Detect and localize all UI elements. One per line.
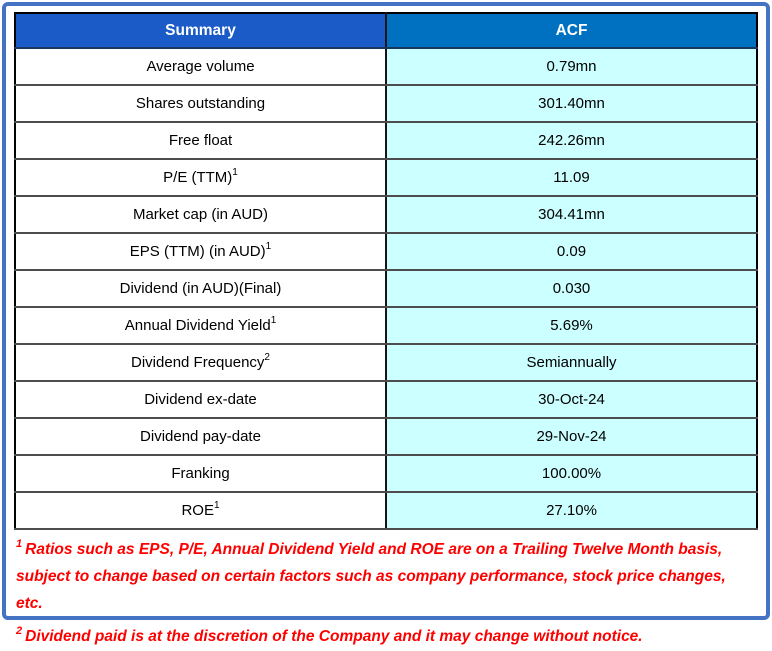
metric-value: 5.69% [386,307,757,345]
footnote-marker: 1 [232,167,238,178]
footnote-2-marker: 2 [16,625,23,638]
header-summary: Summary [15,13,387,49]
metric-label: P/E (TTM)1 [15,159,387,197]
metric-value: 29-Nov-24 [386,418,757,456]
header-ticker: ACF [386,13,757,49]
footnote-marker: 1 [270,315,277,326]
footnote-marker: 1 [213,500,220,511]
summary-table-body: Average volume 0.79mn Shares outstanding 30… [15,48,757,530]
table-row: EPS (TTM) (in AUD)1 0.09 [15,233,757,271]
metric-value: 301.40mn [386,85,757,123]
table-row: Average volume 0.79mn [15,48,757,86]
summary-table-head: Summary ACF [15,13,757,49]
footnote-1-text: Ratios such as EPS, P/E, Annual Dividend… [16,541,726,613]
table-row: Franking 100.00% [15,455,757,493]
metric-label: EPS (TTM) (in AUD)1 [15,233,387,271]
metric-label: Shares outstanding [15,85,387,123]
metric-label: Dividend pay-date [15,418,387,456]
metric-label: Average volume [15,48,387,86]
metric-label: Dividend Frequency2 [15,344,387,382]
metric-label: ROE1 [15,492,387,530]
metric-label: Market cap (in AUD) [15,196,387,234]
table-row: Dividend pay-date 29-Nov-24 [15,418,757,456]
table-row: Dividend ex-date 30-Oct-24 [15,381,757,419]
metric-value: 30-Oct-24 [386,381,757,419]
table-row: Dividend Frequency2 Semiannually [15,344,757,382]
metric-value: 27.10% [386,492,757,530]
summary-table: Summary ACF Average volume 0.79mn Shares o… [14,12,758,530]
metric-value: 0.79mn [386,48,757,86]
footnote-marker: 1 [265,241,272,252]
table-row: Shares outstanding 301.40mn [15,85,757,123]
table-row: Annual Dividend Yield1 5.69% [15,307,757,345]
footnote-1-marker: 1 [16,537,23,550]
metric-label: Dividend (in AUD)(Final) [15,270,387,308]
metric-value: 11.09 [386,159,757,197]
table-row: ROE1 27.10% [15,492,757,530]
footnote-2-text: Dividend paid is at the discretion of th… [25,628,643,646]
metric-value: 100.00% [386,455,757,493]
table-row: P/E (TTM)1 11.09 [15,159,757,197]
metric-value: Semiannually [386,344,757,382]
metric-value: 0.030 [386,270,757,308]
metric-value: 0.09 [386,233,757,271]
footnote-1: 1 Ratios such as EPS, P/E, Annual Dividen… [16,536,756,617]
table-row: Market cap (in AUD) 304.41mn [15,196,757,234]
metric-label: Free float [15,122,387,160]
metric-label: Annual Dividend Yield1 [15,307,387,345]
metric-label: Dividend ex-date [15,381,387,419]
footnotes: 1 Ratios such as EPS, P/E, Annual Dividen… [14,536,758,651]
metric-value: 304.41mn [386,196,757,234]
table-row: Free float 242.26mn [15,122,757,160]
metric-label: Franking [15,455,387,493]
footnote-2: 2 Dividend paid is at the discretion of t… [16,623,756,650]
metric-value: 242.26mn [386,122,757,160]
footnote-marker: 2 [264,352,270,363]
table-row: Dividend (in AUD)(Final) 0.030 [15,270,757,308]
header-row: Summary ACF [15,13,757,49]
